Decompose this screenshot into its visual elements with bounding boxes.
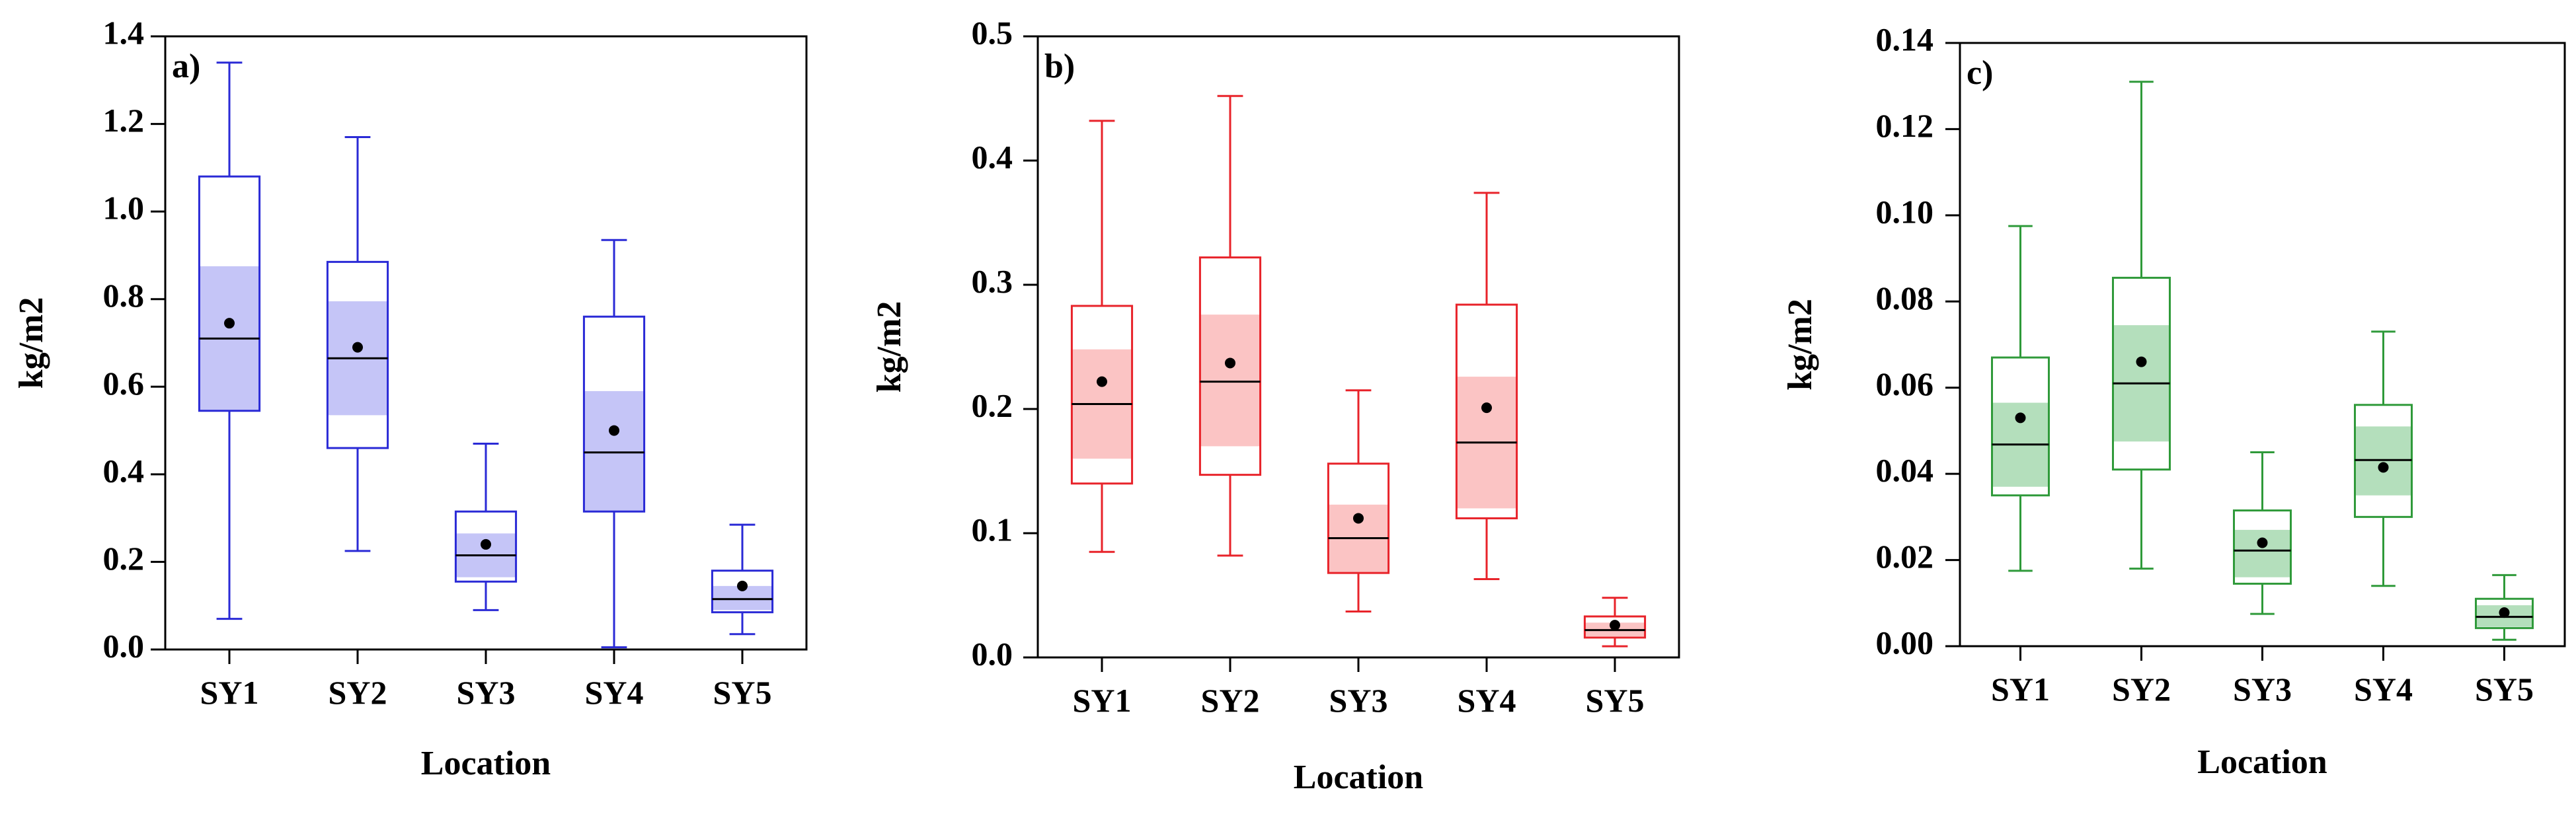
panel-a-sy3-box — [454, 510, 518, 583]
panel-a-sy1-x-tick-label: SY1 — [200, 674, 259, 711]
panel-c-y-tick-label: 0.14 — [1876, 20, 1934, 57]
panel-b-sy2-mean-point — [1225, 357, 1235, 369]
panel-c-sy3-ci-band — [2234, 529, 2291, 577]
panel-b-sy4-mean-point — [1481, 402, 1492, 414]
panel-b-sy3-x-tick-label: SY3 — [1329, 682, 1388, 719]
panel-b-tag: b) — [1044, 48, 1075, 85]
panel-b-sy5-mean-point — [1610, 620, 1620, 631]
panel-c-y-axis-title: kg/m2 — [1781, 299, 1819, 390]
panel-a-y-tick-label: 0.0 — [103, 627, 145, 664]
panel-c-sy5-mean-point — [2499, 607, 2510, 618]
panel-c-sy3-mean-point — [2257, 537, 2268, 548]
panel-b-sy1-x-tick-label: SY1 — [1073, 682, 1132, 719]
panel-a-sy1-mean-point — [224, 318, 235, 329]
panel-b-y-tick-label: 0.0 — [972, 635, 1013, 672]
panel-b-sy3-box — [1327, 463, 1390, 574]
panel-b: b) kg/m2 Location 0.0 0.1 0.2 0.3 0.4 0.5 SY1 S… — [871, 14, 1680, 796]
panel-c-sy2-box — [2111, 276, 2171, 471]
panel-a-y-tick-label: 1.4 — [103, 14, 145, 51]
panel-a-y-tick-label: 0.2 — [103, 540, 145, 577]
panel-a-sy5-mean-point — [737, 580, 748, 591]
panel-b-y-tick-label: 0.3 — [972, 262, 1013, 299]
panel-c-sy1-x-tick-label: SY1 — [1991, 671, 2050, 708]
panel-c-marks: 0.00 0.02 0.04 0.06 0.08 0.10 0.12 0.14 SY1 SY2 SY… — [1876, 20, 2534, 708]
panel-c-y-tick-label: 0.12 — [1876, 107, 1934, 144]
panel-b-sy4-box — [1455, 303, 1518, 519]
panel-c-sy5-box — [2474, 597, 2534, 630]
panel-b-sy2-box — [1198, 256, 1262, 476]
panel-a-sy5-box — [711, 570, 774, 614]
panel-b-sy4-x-tick-label: SY4 — [1458, 682, 1516, 719]
panel-a-y-tick-label: 0.4 — [103, 452, 145, 489]
panel-b-y-tick-label: 0.4 — [972, 138, 1013, 175]
panel-c-y-tick-label: 0.08 — [1876, 279, 1934, 316]
panel-c-sy1-box — [1990, 356, 2050, 497]
panel-c-y-tick-label: 0.00 — [1876, 624, 1934, 661]
panel-b-sy2-x-tick-label: SY2 — [1201, 682, 1260, 719]
panel-b-y-tick-label: 0.1 — [972, 511, 1013, 548]
panel-a-y-tick-label: 1.0 — [103, 190, 145, 227]
panel-b-y-tick-label: 0.5 — [972, 14, 1013, 51]
panel-a-y-tick-label: 0.8 — [103, 277, 145, 314]
panel-c-tag: c) — [1967, 54, 1993, 92]
panel-a-y-axis-title: kg/m2 — [13, 297, 50, 389]
panel-a: a) kg/m2 Location 0.0 0.2 0.4 0.6 0.8 1.0 1.2 1… — [13, 14, 808, 782]
panel-b-sy5-x-tick-label: SY5 — [1586, 682, 1645, 719]
panel-c-y-tick-label: 0.06 — [1876, 365, 1934, 402]
panel-a-x-axis-title: Location — [421, 745, 551, 782]
panel-c-sy4-mean-point — [2378, 462, 2389, 473]
panel-c-sy1-mean-point — [2015, 412, 2026, 424]
panel-a-marks: 0.0 0.2 0.4 0.6 0.8 1.0 1.2 1.4 SY1 SY2 SY3 SY4 SY5 — [103, 14, 774, 711]
panel-b-sy1-box — [1070, 305, 1134, 485]
panel-a-sy2-mean-point — [352, 342, 363, 353]
panel-a-tag: a) — [172, 48, 200, 85]
panel-c-sy4-x-tick-label: SY4 — [2354, 671, 2413, 708]
panel-a-y-tick-label: 0.6 — [103, 365, 145, 402]
panel-b-x-axis-title: Location — [1294, 759, 1424, 796]
panel-c-sy2-mean-point — [2136, 356, 2147, 367]
panel-b-marks: 0.0 0.1 0.2 0.3 0.4 0.5 SY1 SY2 SY3 SY4 SY5 — [972, 14, 1647, 719]
panel-c-y-tick-label: 0.04 — [1876, 452, 1934, 489]
panel-a-sy5-x-tick-label: SY5 — [713, 674, 772, 711]
panel-a-y-tick-label: 1.2 — [103, 102, 145, 139]
panel-b-sy3-mean-point — [1353, 513, 1364, 524]
panel-c-sy2-x-tick-label: SY2 — [2112, 671, 2171, 708]
panel-c-sy3-box — [2232, 509, 2292, 585]
panel-c-y-tick-label: 0.02 — [1876, 538, 1934, 575]
panel-b-y-axis-title: kg/m2 — [871, 301, 908, 393]
panel-a-sy4-x-tick-label: SY4 — [585, 674, 644, 711]
panel-a-sy3-mean-point — [481, 538, 491, 550]
panel-b-sy2-ci-band — [1200, 315, 1261, 447]
panel-c-x-axis-title: Location — [2197, 743, 2327, 781]
panel-b-y-tick-label: 0.2 — [972, 387, 1013, 424]
panel-a-sy4-mean-point — [609, 425, 619, 436]
panel-c-y-tick-label: 0.10 — [1876, 193, 1934, 230]
panel-c-sy5-x-tick-label: SY5 — [2475, 671, 2534, 708]
panel-a-sy3-x-tick-label: SY3 — [457, 674, 516, 711]
panel-c: c) kg/m2 Location 0.000.020.040.060.080.… — [1781, 20, 2566, 781]
panel-a-sy1-box — [198, 175, 261, 412]
panel-a-sy4-box — [582, 315, 646, 513]
panel-a-sy4-ci-band — [584, 390, 644, 512]
panel-a-sy2-box — [326, 260, 389, 449]
panel-b-sy1-mean-point — [1097, 376, 1107, 387]
panel-c-sy3-x-tick-label: SY3 — [2233, 671, 2292, 708]
panel-a-sy2-x-tick-label: SY2 — [329, 674, 387, 711]
panel-b-sy5-box — [1583, 615, 1647, 639]
